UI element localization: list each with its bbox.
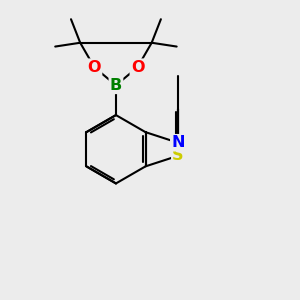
Text: N: N xyxy=(171,135,185,150)
Text: S: S xyxy=(172,148,184,163)
Text: O: O xyxy=(131,60,144,75)
Text: O: O xyxy=(88,60,101,75)
Text: B: B xyxy=(110,78,122,93)
